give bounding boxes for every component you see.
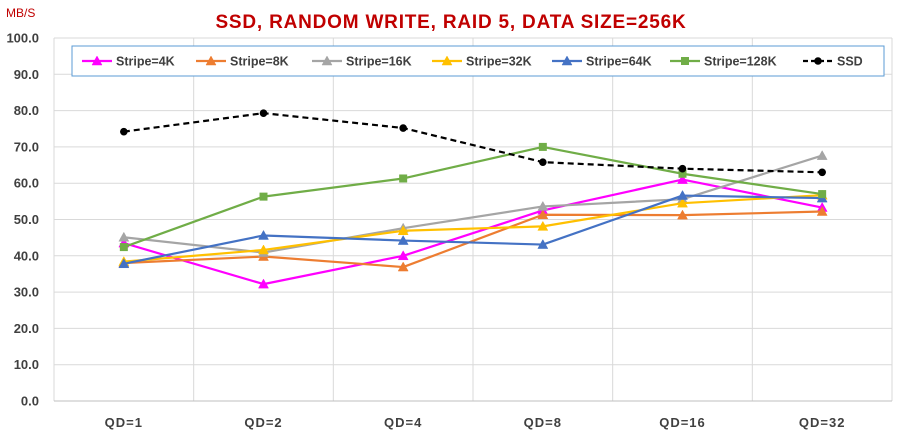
legend-label: SSD [837, 55, 863, 69]
data-point [678, 164, 687, 173]
data-point [537, 200, 549, 211]
data-point [118, 258, 130, 269]
legend-label: Stripe=128K [704, 55, 777, 69]
y-tick-label: 100.0 [6, 31, 39, 46]
data-point [258, 229, 269, 240]
legend-entry: Stripe=8K [196, 55, 289, 69]
legend-label: Stripe=16K [346, 55, 412, 69]
series-line [123, 194, 823, 265]
series-line [123, 194, 823, 263]
data-point [399, 124, 407, 132]
legend-marker [91, 55, 103, 66]
y-tick-label: 90.0 [14, 67, 39, 82]
legend-marker [814, 57, 822, 65]
data-point [818, 168, 826, 177]
data-point [258, 244, 269, 255]
data-point [677, 190, 688, 200]
data-point [259, 192, 268, 201]
y-tick-label: 60.0 [14, 176, 39, 191]
legend-marker [321, 55, 333, 66]
series-stripe-128k [119, 142, 827, 252]
data-point [677, 197, 688, 208]
legend-entry: Stripe=16K [312, 55, 412, 69]
series-line [123, 145, 823, 249]
chart-title: SSD, RANDOM WRITE, RAID 5, DATA SIZE=256… [215, 12, 686, 33]
data-point [258, 278, 269, 289]
series-line [123, 112, 823, 174]
data-point [539, 158, 547, 166]
series-line [123, 178, 823, 286]
y-tick-label: 50.0 [14, 212, 39, 227]
legend-label: Stripe=64K [586, 55, 652, 69]
legend-label: Stripe=8K [230, 55, 289, 69]
gridlines [53, 37, 893, 402]
data-point [119, 243, 128, 252]
data-point [818, 190, 827, 199]
legend: Stripe=4K Stripe=8K Stripe=16K Stripe=32K St… [71, 45, 885, 77]
x-tick-label: QD=4 [384, 415, 422, 430]
series-line [123, 154, 823, 254]
legend-entry: Stripe=128K [670, 55, 777, 69]
data-point [120, 127, 128, 136]
data-point [399, 174, 408, 183]
data-point [259, 109, 268, 117]
y-axis-unit-label: MB/S [6, 6, 35, 20]
x-tick-label: QD=1 [105, 415, 143, 430]
legend-entry: SSD [803, 55, 863, 69]
y-tick-label: 80.0 [14, 103, 39, 118]
data-point [397, 250, 409, 261]
x-tick-label: QD=32 [799, 415, 846, 430]
y-tick-label: 40.0 [14, 248, 39, 263]
legend-marker [441, 55, 453, 66]
y-tick-label: 30.0 [14, 285, 39, 300]
x-axis-tick-labels: QD=1 QD=2 QD=4 QD=8 QD=16 QD=32 [105, 415, 846, 430]
data-point [816, 205, 828, 216]
legend-entry: Stripe=4K [82, 55, 175, 69]
data-point [677, 174, 688, 184]
legend-entry: Stripe=32K [432, 55, 532, 69]
y-tick-label: 20.0 [14, 321, 39, 336]
series-ssd [120, 109, 826, 177]
data-point [537, 239, 549, 249]
y-axis-tick-labels: 0.0 10.0 20.0 30.0 40.0 50.0 60.0 70.0 80.0 90.0 1… [6, 31, 39, 409]
y-tick-label: 0.0 [21, 394, 39, 409]
legend-marker [205, 55, 217, 66]
data-point [397, 261, 409, 272]
data-point [678, 169, 687, 178]
data-point [538, 142, 547, 151]
y-tick-label: 10.0 [14, 357, 39, 372]
series-lines [118, 109, 828, 289]
legend-label: Stripe=32K [466, 55, 532, 69]
legend-entry: Stripe=64K [552, 55, 652, 69]
x-tick-label: QD=8 [524, 415, 562, 430]
series-line [123, 210, 823, 269]
data-point [537, 220, 549, 231]
data-point [816, 150, 828, 160]
data-point [677, 209, 688, 220]
data-point [537, 209, 549, 220]
series-stripe-64k [118, 190, 828, 269]
x-tick-label: QD=16 [659, 415, 706, 430]
legend-marker [681, 57, 689, 65]
data-point [397, 235, 409, 245]
data-point [397, 225, 409, 236]
legend-marker [561, 55, 573, 66]
x-tick-label: QD=2 [244, 415, 282, 430]
y-tick-label: 70.0 [14, 139, 39, 154]
legend-label: Stripe=4K [116, 55, 175, 69]
data-point [118, 231, 130, 242]
